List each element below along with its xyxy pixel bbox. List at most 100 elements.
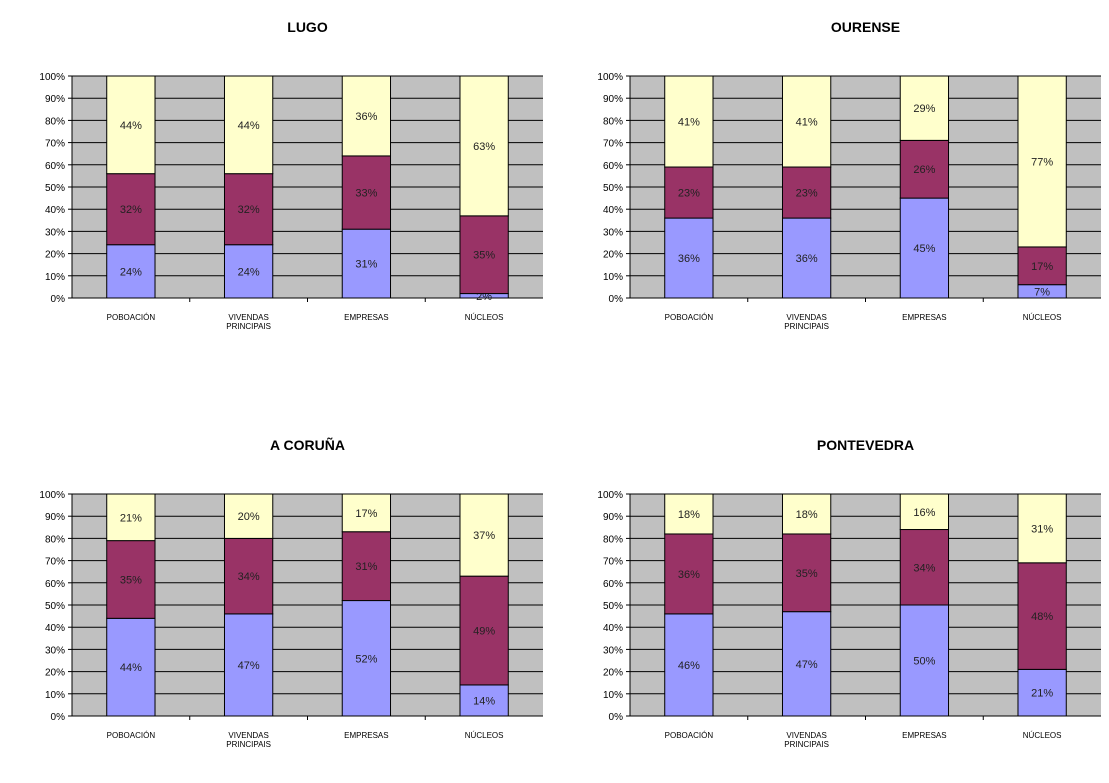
data-label: 16% <box>913 507 935 519</box>
data-label: 47% <box>238 660 260 672</box>
bar-segment <box>899 529 950 606</box>
y-tick-label: 80% <box>603 534 623 545</box>
data-label: 36% <box>678 253 700 265</box>
y-tick-label: 80% <box>603 116 623 127</box>
data-label: 23% <box>796 188 818 200</box>
bar-segment <box>781 166 832 219</box>
y-tick-label: 0% <box>609 294 624 305</box>
data-label: 18% <box>796 509 818 521</box>
chart-svg: OURENSE 0% 10% 20% 30% 40% 50% 60% 70% 80% 90% 100%… <box>597 19 1101 331</box>
category-label: VIVENDAS <box>786 731 826 740</box>
bar-segment <box>664 217 714 299</box>
y-tick-label: 60% <box>45 161 65 172</box>
y-tick-label: 0% <box>51 294 66 305</box>
category-label: EMPRESAS <box>344 731 388 740</box>
y-tick-label: 100% <box>597 490 623 501</box>
data-label: 31% <box>355 561 377 573</box>
data-label: 52% <box>355 653 377 665</box>
bar-segment <box>106 244 156 299</box>
chart-pontevedra: PONTEVEDRA 0% 10% 20% 30% 40% 50% 60% 70% 80% 90% 1… <box>568 428 1103 783</box>
bar-segment <box>223 537 274 615</box>
data-label: 32% <box>238 204 260 216</box>
category-label: EMPRESAS <box>344 313 388 322</box>
chart-a-coruna: A CORUÑA 0% 10% 20% 30% 40% 50% 60% 70% 80% 90% 100… <box>10 428 545 783</box>
data-label: 47% <box>796 659 818 671</box>
data-label: 41% <box>796 117 818 129</box>
chart-lugo: LUGO 0% 10% 20% 30% 40% 50% 60% 70% 80% 90% 100% 24%… <box>10 10 545 365</box>
bar-segment <box>106 173 156 246</box>
y-tick-label: 70% <box>45 557 65 568</box>
bar-segment <box>781 217 832 299</box>
y-tick-label: 50% <box>45 183 65 194</box>
data-label: 14% <box>473 695 495 707</box>
data-label: 35% <box>120 574 142 586</box>
category-label: POBOACIÓN <box>665 313 714 322</box>
y-tick-label: 60% <box>45 579 65 590</box>
y-tick-label: 20% <box>45 250 65 261</box>
y-tick-label: 40% <box>45 205 65 216</box>
bar-segment <box>341 228 392 299</box>
bar-segment <box>899 493 950 531</box>
data-label: 44% <box>238 120 260 132</box>
data-label: 34% <box>913 562 935 574</box>
data-label: 33% <box>355 188 377 200</box>
data-label: 20% <box>238 511 260 523</box>
y-tick-label: 100% <box>597 72 623 83</box>
data-label: 24% <box>238 266 260 278</box>
data-label: 17% <box>355 508 377 520</box>
data-label: 48% <box>1031 611 1053 623</box>
bar-segment <box>341 155 392 230</box>
data-label: 24% <box>120 266 142 278</box>
bar-segment <box>1017 75 1067 248</box>
bar-segment <box>899 75 950 141</box>
y-tick-label: 70% <box>603 557 623 568</box>
y-tick-label: 60% <box>603 579 623 590</box>
category-label: EMPRESAS <box>902 313 946 322</box>
bar-segment <box>664 493 714 535</box>
category-label: VIVENDAS <box>228 731 268 740</box>
data-label: 41% <box>678 117 700 129</box>
data-label: 35% <box>796 568 818 580</box>
bar-segment <box>459 684 509 717</box>
chart-svg: LUGO 0% 10% 20% 30% 40% 50% 60% 70% 80% 90% 100% 24%… <box>39 19 543 331</box>
category-label: POBOACIÓN <box>107 313 156 322</box>
data-label: 36% <box>678 569 700 581</box>
bar-segment <box>781 533 832 613</box>
y-tick-label: 90% <box>603 512 623 523</box>
bar-segment <box>223 75 274 175</box>
category-label: NÚCLEOS <box>465 313 504 322</box>
data-label: 36% <box>355 111 377 123</box>
category-label: NÚCLEOS <box>1023 731 1062 740</box>
data-label: 26% <box>913 164 935 176</box>
chart-title: LUGO <box>287 19 328 35</box>
category-label: VIVENDAS <box>228 313 268 322</box>
y-tick-label: 20% <box>45 668 65 679</box>
y-tick-label: 10% <box>603 690 623 701</box>
y-tick-label: 90% <box>603 94 623 105</box>
bar-segment <box>1017 493 1067 564</box>
category-label: NÚCLEOS <box>465 731 504 740</box>
data-label: 32% <box>120 204 142 216</box>
y-tick-label: 90% <box>45 94 65 105</box>
y-tick-label: 70% <box>603 139 623 150</box>
y-tick-label: 50% <box>45 601 65 612</box>
bar-segment <box>664 166 714 219</box>
y-tick-label: 80% <box>45 534 65 545</box>
bar-segment <box>1017 668 1067 717</box>
chart-ourense: OURENSE 0% 10% 20% 30% 40% 50% 60% 70% 80% 90% 100%… <box>568 10 1103 365</box>
category-label: PRINCIPAIS <box>784 740 829 749</box>
chart-svg: PONTEVEDRA 0% 10% 20% 30% 40% 50% 60% 70% 80% 90% 1… <box>597 437 1101 749</box>
bar-segment <box>341 493 392 533</box>
data-label: 45% <box>913 243 935 255</box>
data-label: 31% <box>1031 523 1053 535</box>
bar-segment <box>341 600 392 717</box>
y-tick-label: 30% <box>603 227 623 238</box>
bar-segment <box>664 75 714 168</box>
y-tick-label: 10% <box>603 272 623 283</box>
y-tick-label: 30% <box>45 227 65 238</box>
category-label: NÚCLEOS <box>1023 313 1062 322</box>
bar-segment <box>106 493 156 542</box>
y-tick-label: 20% <box>603 250 623 261</box>
y-tick-label: 40% <box>45 623 65 634</box>
data-label: 36% <box>796 253 818 265</box>
